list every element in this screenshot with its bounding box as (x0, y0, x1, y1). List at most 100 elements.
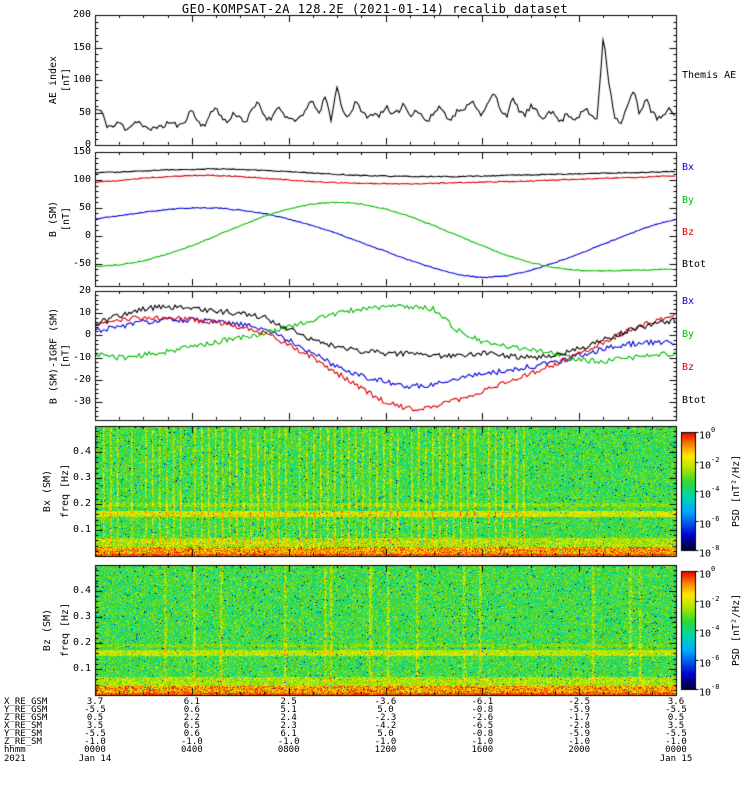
table-value: 0000 (665, 745, 687, 755)
table-value: -1.0 (471, 737, 494, 747)
colorbar-tick-label: 10-2 (699, 455, 720, 471)
legend-bsm-bx: Bx (682, 162, 695, 173)
table-value: 0.6 (183, 705, 200, 715)
table-row-label: X_RE_SM (4, 721, 42, 731)
y-tick-label: 50 (78, 201, 91, 213)
y-tick-label: 100 (72, 173, 91, 185)
colorbar-tick-label: 10-8 (699, 543, 720, 559)
table-value: -5.5 (665, 705, 687, 715)
table-row-label: Z_RE_GSM (4, 713, 48, 723)
y-tick-label: -30 (72, 396, 91, 408)
table-value: -0.8 (471, 705, 494, 715)
y-tick-label: 200 (72, 9, 91, 20)
legend-bigrf-bz: Bz (682, 362, 695, 373)
colorbar-tick-label: 100 (699, 564, 716, 580)
table-value: 2.5 (280, 697, 297, 707)
year-label: 2021 (4, 754, 26, 764)
table-value: -5.9 (568, 705, 590, 715)
table-value: 3.7 (86, 697, 104, 707)
y-tick-label: 0 (84, 139, 91, 150)
table-value: 1600 (471, 745, 494, 755)
table-value: -1.0 (374, 737, 397, 747)
y-tick-label: 0.1 (72, 663, 91, 674)
y-tick-label: 0.3 (72, 472, 91, 483)
y-tick-label: -20 (72, 373, 91, 385)
date-end-label: Jan 15 (659, 754, 693, 764)
table-value: 5.1 (280, 705, 297, 715)
legend-bigrf-btot: Btot (682, 395, 707, 406)
y-tick-label: 0.4 (72, 585, 91, 596)
colorbar-tick-label: 10-4 (699, 484, 720, 500)
table-value: 3.6 (667, 697, 685, 707)
table-value: 3.5 (86, 721, 104, 731)
colorbar-tick-label: 10-8 (699, 682, 720, 698)
table-value: -5.5 (84, 729, 106, 739)
table-value: -2.3 (374, 713, 397, 723)
table-value: -1.0 (180, 737, 203, 747)
y-tick-label: 0.2 (72, 637, 91, 648)
table-value: -1.0 (277, 737, 300, 747)
table-value: -3.6 (374, 697, 397, 707)
table-value: 0.6 (183, 729, 200, 739)
table-value: 1200 (374, 745, 397, 755)
y-tick-label: 0.4 (72, 446, 91, 457)
table-value: 2.2 (183, 713, 200, 723)
table-value: 2000 (568, 745, 590, 755)
table-value: 6.1 (280, 729, 297, 739)
legend-bigrf-bx: Bx (682, 296, 695, 307)
table-value: -6.5 (471, 721, 494, 731)
table-value: 0000 (84, 745, 106, 755)
y-tick-label: 150 (72, 146, 91, 157)
table-value: 3.5 (667, 721, 685, 731)
y-tick-label: 0.1 (72, 524, 91, 535)
table-value: 0800 (277, 745, 300, 755)
table-value: 0400 (180, 745, 203, 755)
themis-ae-label: Themis AE (682, 70, 737, 81)
table-value: -2.5 (568, 697, 590, 707)
y-tick-label: 0 (84, 329, 91, 341)
table-value: -4.2 (374, 721, 397, 731)
y-tick-label: 0 (84, 229, 91, 241)
table-value: 6.1 (183, 697, 200, 707)
y-tick-label: -10 (72, 351, 91, 363)
table-value: 0.5 (86, 713, 104, 723)
table-value: -1.7 (568, 713, 590, 723)
y-tick-label: 100 (72, 74, 91, 85)
colorbar-tick-label: 10-6 (699, 653, 720, 669)
y-tick-label: 20 (78, 285, 91, 296)
colorbar-tick-label: 10-2 (699, 594, 720, 610)
table-row-label: Y_RE_GSM (4, 705, 48, 715)
table-value: -5.5 (84, 705, 106, 715)
table-row-label: Y_RE_SM (4, 729, 42, 739)
table-value: -5.9 (568, 729, 590, 739)
legend-bsm-by: By (682, 195, 695, 206)
table-value: -1.0 (665, 737, 687, 747)
colorbar-tick-label: 100 (699, 425, 716, 441)
table-value: -2.8 (568, 721, 590, 731)
colorbar-tick-label: 10-4 (699, 623, 720, 639)
figure-title: GEO-KOMPSAT-2A 128.2E (2021-01-14) recal… (181, 2, 569, 16)
table-value: -6.1 (471, 697, 494, 707)
legend-bigrf-by: By (682, 329, 695, 340)
y-tick-label: -50 (72, 257, 91, 269)
table-row-label: Z_RE_SM (4, 737, 42, 747)
table-value: 0.5 (667, 713, 685, 723)
table-value: 6.5 (183, 721, 200, 731)
table-value: -1.0 (84, 737, 106, 747)
date-start-label: Jan 14 (78, 754, 112, 764)
table-value: 2.3 (280, 721, 297, 731)
table-value: -1.0 (568, 737, 590, 747)
y-tick-label: 50 (78, 106, 91, 118)
y-tick-label: 0.3 (72, 611, 91, 622)
table-value: -2.6 (471, 713, 494, 723)
table-value: -5.5 (665, 729, 687, 739)
table-value: 5.0 (377, 729, 394, 739)
table-value: 5.0 (377, 705, 394, 715)
table-value: 2.4 (280, 713, 297, 723)
table-row-label: hhmm (4, 745, 26, 755)
y-tick-label: 150 (72, 41, 91, 53)
y-tick-label: 10 (78, 307, 91, 319)
